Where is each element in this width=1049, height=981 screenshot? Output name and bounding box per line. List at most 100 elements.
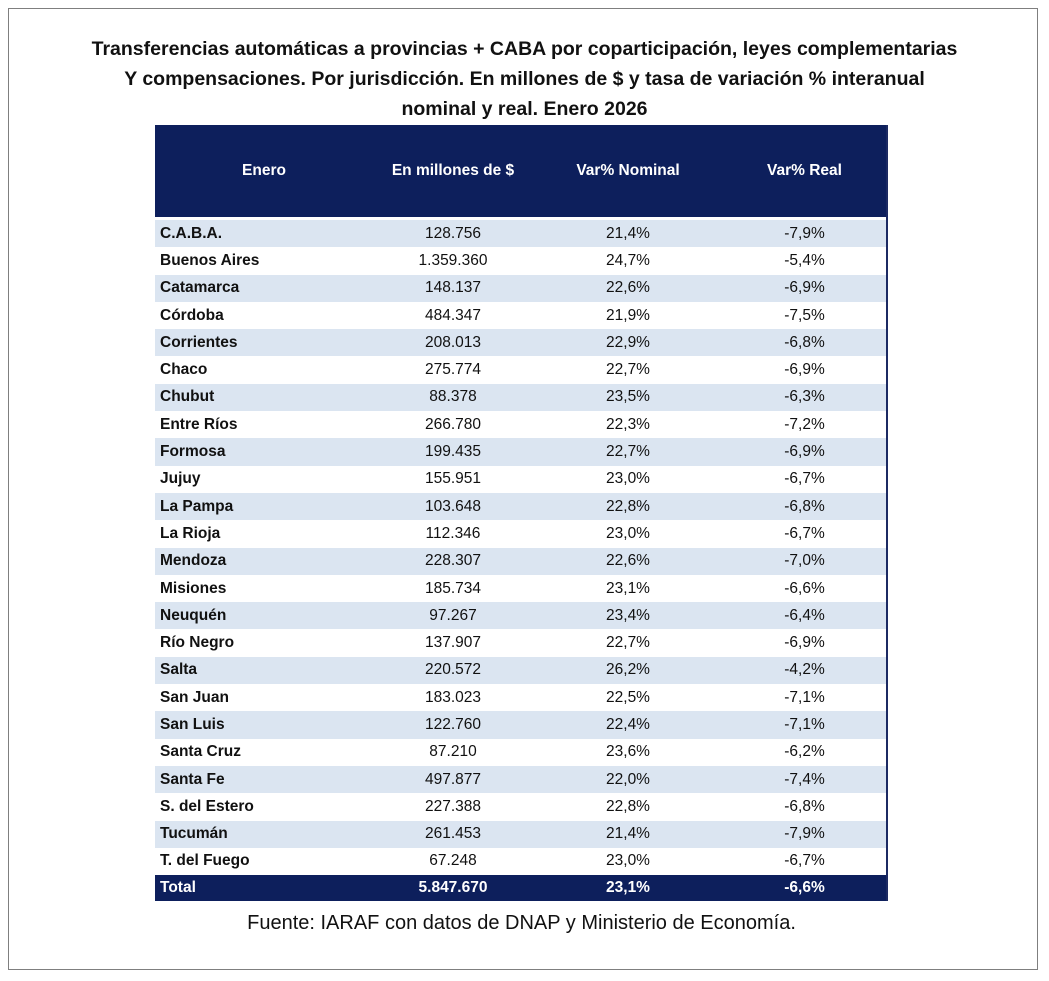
row-jurisdiction: Entre Ríos bbox=[160, 415, 238, 433]
table-row: S. del Estero 227.388 22,8% -6,8% bbox=[155, 793, 886, 821]
row-nominal: 21,4% bbox=[606, 224, 650, 242]
row-nominal: 23,1% bbox=[606, 579, 650, 597]
row-jurisdiction: San Luis bbox=[160, 715, 225, 733]
row-real: -6,2% bbox=[784, 743, 825, 761]
title-line-3: nominal y real. Enero 2026 bbox=[401, 98, 648, 120]
row-real: -6,8% bbox=[784, 797, 825, 815]
row-nominal: 26,2% bbox=[606, 661, 650, 679]
table-total-row: Total 5.847.670 23,1% -6,6% bbox=[155, 875, 886, 902]
table-row: Misiones 185.734 23,1% -6,6% bbox=[155, 574, 886, 603]
row-real: -6,9% bbox=[784, 361, 825, 379]
row-real: -6,6% bbox=[784, 579, 825, 597]
row-jurisdiction: Río Negro bbox=[160, 634, 235, 652]
row-nominal: 22,8% bbox=[606, 797, 650, 815]
row-amount: 97.267 bbox=[429, 606, 477, 624]
table-row: Córdoba 484.347 21,9% -7,5% bbox=[155, 301, 886, 330]
row-nominal: 21,9% bbox=[606, 306, 650, 324]
row-jurisdiction: Buenos Aires bbox=[160, 251, 260, 269]
row-amount: 128.756 bbox=[424, 224, 482, 242]
row-real: -6,8% bbox=[784, 497, 825, 515]
table-row: Salta 220.572 26,2% -4,2% bbox=[155, 656, 886, 685]
row-nominal: 22,4% bbox=[606, 715, 650, 733]
table-row: Chubut 88.378 23,5% -6,3% bbox=[155, 383, 886, 412]
row-amount: 112.346 bbox=[425, 524, 481, 542]
table-row: C.A.B.A. 128.756 21,4% -7,9% bbox=[155, 220, 886, 248]
table-header: Enero En millones de $ Var% Nominal Var%… bbox=[155, 125, 886, 217]
table-row: Buenos Aires 1.359.360 24,7% -5,4% bbox=[155, 247, 886, 275]
row-real: -6,9% bbox=[784, 634, 825, 652]
row-real: -7,9% bbox=[784, 224, 825, 242]
row-nominal: 24,7% bbox=[606, 251, 650, 269]
row-nominal: 22,3% bbox=[606, 415, 650, 433]
row-real: -6,9% bbox=[784, 279, 825, 297]
row-amount: 185.734 bbox=[424, 579, 482, 597]
row-jurisdiction: Jujuy bbox=[160, 470, 201, 488]
row-real: -6,7% bbox=[784, 470, 825, 488]
header-jurisdiction: Enero bbox=[242, 162, 286, 179]
row-real: -6,9% bbox=[784, 443, 825, 461]
row-nominal: 23,0% bbox=[606, 470, 650, 488]
row-jurisdiction: La Pampa bbox=[160, 497, 234, 515]
row-jurisdiction: S. del Estero bbox=[160, 797, 254, 815]
row-jurisdiction: Santa Fe bbox=[160, 770, 225, 788]
table-row: La Rioja 112.346 23,0% -6,7% bbox=[155, 520, 886, 548]
title-line-1: Transferencias automáticas a provincias … bbox=[91, 38, 958, 60]
row-amount: 199.435 bbox=[424, 443, 482, 461]
row-nominal: 23,5% bbox=[606, 388, 650, 406]
transfers-table: Enero En millones de $ Var% Nominal Var%… bbox=[155, 125, 888, 902]
row-real: -7,9% bbox=[784, 825, 825, 843]
row-nominal: 23,0% bbox=[606, 852, 650, 870]
row-jurisdiction: Misiones bbox=[160, 579, 227, 597]
row-amount: 497.877 bbox=[424, 770, 482, 788]
table-row: Santa Fe 497.877 22,0% -7,4% bbox=[155, 765, 886, 794]
total-amount: 5.847.670 bbox=[418, 879, 488, 897]
table-row: Formosa 199.435 22,7% -6,9% bbox=[155, 438, 886, 466]
row-nominal: 21,4% bbox=[606, 825, 650, 843]
row-jurisdiction: Formosa bbox=[160, 443, 226, 461]
row-nominal: 22,9% bbox=[606, 333, 650, 351]
row-jurisdiction: Neuquén bbox=[160, 606, 227, 624]
row-real: -6,7% bbox=[784, 524, 825, 542]
row-amount: 183.023 bbox=[424, 688, 482, 706]
table-row: Chaco 275.774 22,7% -6,9% bbox=[155, 356, 886, 384]
row-nominal: 22,7% bbox=[606, 634, 650, 652]
row-nominal: 22,5% bbox=[606, 688, 650, 706]
row-jurisdiction: Santa Cruz bbox=[160, 743, 241, 761]
row-jurisdiction: Corrientes bbox=[160, 333, 238, 351]
table-row: Corrientes 208.013 22,9% -6,8% bbox=[155, 329, 886, 357]
row-jurisdiction: La Rioja bbox=[160, 524, 221, 542]
row-amount: 484.347 bbox=[424, 306, 482, 324]
row-real: -4,2% bbox=[784, 661, 825, 679]
row-real: -7,2% bbox=[784, 415, 825, 433]
row-jurisdiction: San Juan bbox=[160, 688, 229, 706]
row-amount: 1.359.360 bbox=[418, 251, 488, 269]
row-amount: 155.951 bbox=[424, 470, 482, 488]
table-row: Santa Cruz 87.210 23,6% -6,2% bbox=[155, 738, 886, 766]
row-real: -6,4% bbox=[784, 606, 825, 624]
row-nominal: 23,0% bbox=[606, 524, 650, 542]
table-row: La Pampa 103.648 22,8% -6,8% bbox=[155, 492, 886, 521]
row-nominal: 23,4% bbox=[606, 606, 650, 624]
header-amount: En millones de $ bbox=[391, 162, 515, 179]
table-row: Entre Ríos 266.780 22,3% -7,2% bbox=[155, 411, 886, 439]
row-amount: 137.907 bbox=[424, 634, 482, 652]
row-amount: 122.760 bbox=[424, 715, 482, 733]
row-jurisdiction: Chubut bbox=[160, 388, 215, 406]
row-real: -6,8% bbox=[784, 333, 825, 351]
row-nominal: 22,8% bbox=[606, 497, 650, 515]
row-amount: 148.137 bbox=[424, 279, 482, 297]
total-nominal: 23,1% bbox=[606, 879, 650, 897]
table-row: San Luis 122.760 22,4% -7,1% bbox=[155, 711, 886, 739]
row-real: -7,1% bbox=[784, 715, 825, 733]
row-nominal: 22,6% bbox=[606, 279, 650, 297]
table-row: Mendoza 228.307 22,6% -7,0% bbox=[155, 547, 886, 575]
row-jurisdiction: Tucumán bbox=[160, 825, 228, 843]
table-row: Catamarca 148.137 22,6% -6,9% bbox=[155, 274, 886, 302]
row-real: -6,7% bbox=[784, 852, 825, 870]
source-note: Fuente: IARAF con datos de DNAP y Minist… bbox=[247, 912, 796, 934]
table-row: Neuquén 97.267 23,4% -6,4% bbox=[155, 602, 886, 630]
header-gap bbox=[155, 217, 886, 220]
row-nominal: 23,6% bbox=[606, 743, 650, 761]
row-nominal: 22,6% bbox=[606, 552, 650, 570]
header-nominal: Var% Nominal bbox=[576, 162, 680, 179]
